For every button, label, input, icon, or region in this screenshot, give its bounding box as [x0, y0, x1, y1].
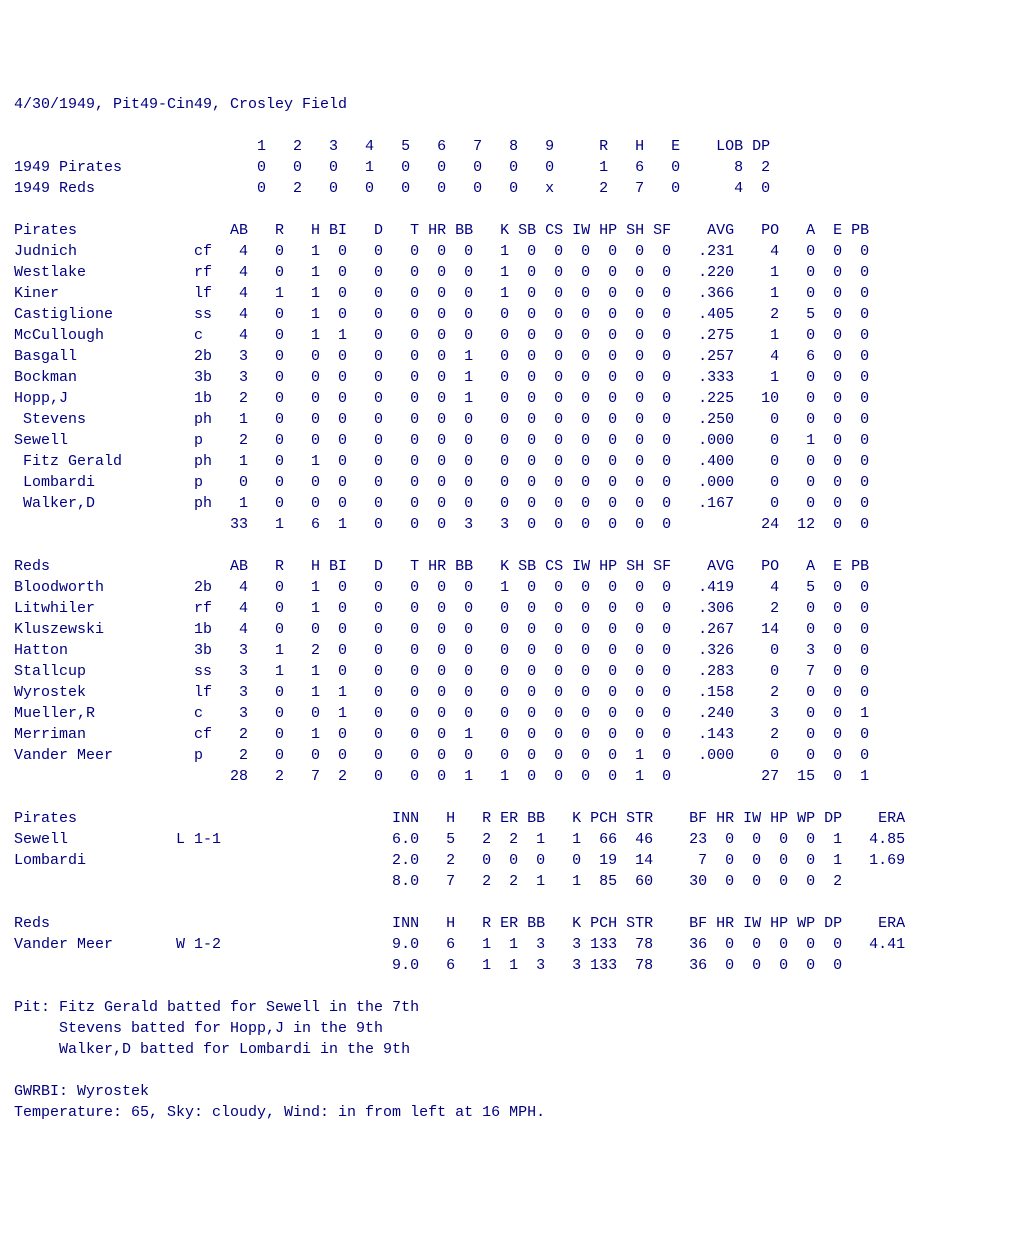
text-line: Lombardi p 0 0 0 0 0 0 0 0 0 0 0 0 0 0 0…: [14, 472, 1019, 493]
text-line: Kluszewski 1b 4 0 0 0 0 0 0 0 0 0 0 0 0 …: [14, 619, 1019, 640]
text-line: Stevens ph 1 0 0 0 0 0 0 0 0 0 0 0 0 0 0…: [14, 409, 1019, 430]
text-line: 9.0 6 1 1 3 3 133 78 36 0 0 0 0 0: [14, 955, 1019, 976]
text-line: [14, 787, 1019, 808]
text-line: Stallcup ss 3 1 1 0 0 0 0 0 0 0 0 0 0 0 …: [14, 661, 1019, 682]
text-line: Pit: Fitz Gerald batted for Sewell in th…: [14, 997, 1019, 1018]
text-line: Castiglione ss 4 0 1 0 0 0 0 0 0 0 0 0 0…: [14, 304, 1019, 325]
text-line: 28 2 7 2 0 0 0 1 1 0 0 0 0 1 0 27 15 0 1: [14, 766, 1019, 787]
text-line: [14, 976, 1019, 997]
text-line: Stevens batted for Hopp,J in the 9th: [14, 1018, 1019, 1039]
text-line: Merriman cf 2 0 1 0 0 0 0 1 0 0 0 0 0 0 …: [14, 724, 1019, 745]
text-line: Pirates INN H R ER BB K PCH STR BF HR IW…: [14, 808, 1019, 829]
text-line: Reds AB R H BI D T HR BB K SB CS IW HP S…: [14, 556, 1019, 577]
text-line: Hopp,J 1b 2 0 0 0 0 0 0 1 0 0 0 0 0 0 0 …: [14, 388, 1019, 409]
text-line: [14, 115, 1019, 136]
text-line: Kiner lf 4 1 1 0 0 0 0 0 1 0 0 0 0 0 0 .…: [14, 283, 1019, 304]
text-line: Vander Meer p 2 0 0 0 0 0 0 0 0 0 0 0 0 …: [14, 745, 1019, 766]
text-line: Bloodworth 2b 4 0 1 0 0 0 0 0 1 0 0 0 0 …: [14, 577, 1019, 598]
text-line: 1949 Reds 0 2 0 0 0 0 0 0 x 2 7 0 4 0: [14, 178, 1019, 199]
text-line: Wyrostek lf 3 0 1 1 0 0 0 0 0 0 0 0 0 0 …: [14, 682, 1019, 703]
text-line: Pirates AB R H BI D T HR BB K SB CS IW H…: [14, 220, 1019, 241]
text-line: Lombardi 2.0 2 0 0 0 0 19 14 7 0 0 0 0 1…: [14, 850, 1019, 871]
text-line: [14, 1060, 1019, 1081]
text-line: [14, 535, 1019, 556]
text-line: Bockman 3b 3 0 0 0 0 0 0 1 0 0 0 0 0 0 0…: [14, 367, 1019, 388]
text-line: 1 2 3 4 5 6 7 8 9 R H E LOB DP: [14, 136, 1019, 157]
text-line: Walker,D ph 1 0 0 0 0 0 0 0 0 0 0 0 0 0 …: [14, 493, 1019, 514]
text-line: 8.0 7 2 2 1 1 85 60 30 0 0 0 0 2: [14, 871, 1019, 892]
text-line: Vander Meer W 1-2 9.0 6 1 1 3 3 133 78 3…: [14, 934, 1019, 955]
text-line: GWRBI: Wyrostek: [14, 1081, 1019, 1102]
text-line: Hatton 3b 3 1 2 0 0 0 0 0 0 0 0 0 0 0 0 …: [14, 640, 1019, 661]
text-line: Westlake rf 4 0 1 0 0 0 0 0 1 0 0 0 0 0 …: [14, 262, 1019, 283]
text-line: Sewell L 1-1 6.0 5 2 2 1 1 66 46 23 0 0 …: [14, 829, 1019, 850]
text-line: McCullough c 4 0 1 1 0 0 0 0 0 0 0 0 0 0…: [14, 325, 1019, 346]
text-line: 4/30/1949, Pit49-Cin49, Crosley Field: [14, 94, 1019, 115]
text-line: [14, 892, 1019, 913]
text-line: Reds INN H R ER BB K PCH STR BF HR IW HP…: [14, 913, 1019, 934]
text-line: [14, 199, 1019, 220]
text-line: Judnich cf 4 0 1 0 0 0 0 0 1 0 0 0 0 0 0…: [14, 241, 1019, 262]
text-line: Fitz Gerald ph 1 0 1 0 0 0 0 0 0 0 0 0 0…: [14, 451, 1019, 472]
text-line: Basgall 2b 3 0 0 0 0 0 0 1 0 0 0 0 0 0 0…: [14, 346, 1019, 367]
text-line: Walker,D batted for Lombardi in the 9th: [14, 1039, 1019, 1060]
boxscore-container: 4/30/1949, Pit49-Cin49, Crosley Field 1 …: [14, 94, 1019, 1123]
text-line: Sewell p 2 0 0 0 0 0 0 0 0 0 0 0 0 0 0 .…: [14, 430, 1019, 451]
text-line: 1949 Pirates 0 0 0 1 0 0 0 0 0 1 6 0 8 2: [14, 157, 1019, 178]
text-line: 33 1 6 1 0 0 0 3 3 0 0 0 0 0 0 24 12 0 0: [14, 514, 1019, 535]
text-line: Temperature: 65, Sky: cloudy, Wind: in f…: [14, 1102, 1019, 1123]
text-line: Litwhiler rf 4 0 1 0 0 0 0 0 0 0 0 0 0 0…: [14, 598, 1019, 619]
text-line: Mueller,R c 3 0 0 1 0 0 0 0 0 0 0 0 0 0 …: [14, 703, 1019, 724]
